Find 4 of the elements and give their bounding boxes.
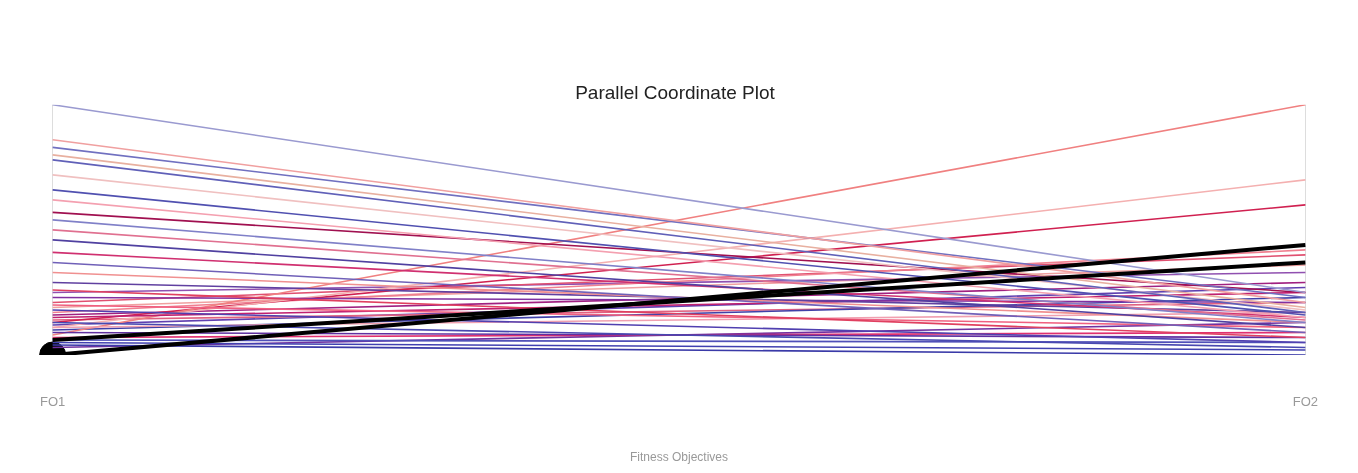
x-axis-title: Fitness Objectives: [629, 450, 729, 465]
x-tick-label: FO2: [1292, 394, 1319, 410]
chart-title: Parallel Coordinate Plot: [575, 81, 776, 103]
x-tick-label: FO1: [39, 394, 66, 410]
